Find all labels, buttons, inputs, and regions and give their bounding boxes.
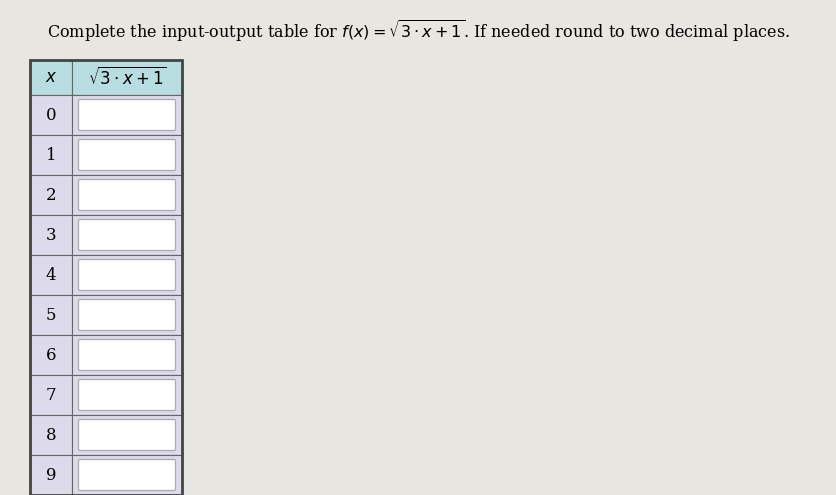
- Text: 2: 2: [46, 187, 56, 203]
- Text: 8: 8: [46, 427, 56, 444]
- Bar: [30, 215, 72, 255]
- Bar: [72, 375, 182, 415]
- Text: 7: 7: [46, 387, 56, 403]
- Bar: [72, 335, 182, 375]
- Bar: [72, 295, 182, 335]
- Bar: [30, 335, 72, 375]
- Bar: [30, 255, 72, 295]
- Text: 1: 1: [46, 147, 56, 163]
- FancyBboxPatch shape: [79, 340, 176, 370]
- FancyBboxPatch shape: [79, 219, 176, 250]
- FancyBboxPatch shape: [79, 380, 176, 410]
- Bar: [30, 415, 72, 455]
- Bar: [72, 215, 182, 255]
- FancyBboxPatch shape: [79, 259, 176, 291]
- FancyBboxPatch shape: [79, 140, 176, 170]
- Bar: [72, 60, 182, 95]
- Text: $\sqrt{3 \cdot x + 1}$: $\sqrt{3 \cdot x + 1}$: [88, 66, 166, 89]
- Bar: [30, 95, 72, 135]
- Bar: [72, 455, 182, 495]
- Text: 6: 6: [46, 346, 56, 363]
- Bar: [72, 415, 182, 455]
- Bar: [30, 295, 72, 335]
- Bar: [30, 375, 72, 415]
- Bar: [30, 60, 72, 95]
- FancyBboxPatch shape: [79, 459, 176, 491]
- FancyBboxPatch shape: [79, 419, 176, 450]
- Bar: [72, 255, 182, 295]
- Text: 5: 5: [46, 306, 56, 324]
- FancyBboxPatch shape: [79, 99, 176, 131]
- Bar: [30, 135, 72, 175]
- FancyBboxPatch shape: [79, 180, 176, 210]
- Bar: [72, 95, 182, 135]
- Bar: [30, 175, 72, 215]
- Text: 9: 9: [46, 466, 56, 484]
- Text: Complete the input-output table for $f(x) = \sqrt{3 \cdot x + 1}$. If needed rou: Complete the input-output table for $f(x…: [47, 18, 789, 44]
- Bar: [72, 175, 182, 215]
- Text: 4: 4: [46, 266, 56, 284]
- Text: 3: 3: [46, 227, 56, 244]
- Bar: [30, 60, 182, 495]
- Text: $x$: $x$: [45, 69, 57, 86]
- Text: 0: 0: [46, 106, 56, 123]
- Bar: [72, 135, 182, 175]
- Bar: [30, 455, 72, 495]
- FancyBboxPatch shape: [79, 299, 176, 331]
